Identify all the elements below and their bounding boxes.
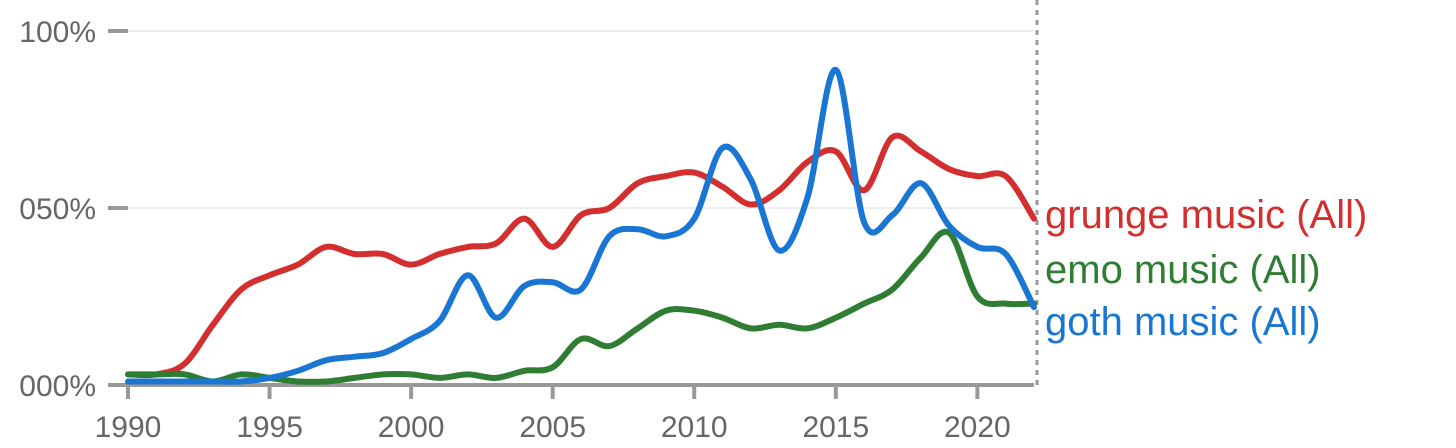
y-tick-label: 050% (19, 193, 96, 226)
series-line-emo (125, 228, 1037, 385)
y-tick-label: 000% (19, 370, 96, 403)
x-tick-label: 1995 (236, 411, 303, 444)
grid-lines (128, 30, 1034, 209)
x-tick-label: 2010 (661, 411, 728, 444)
y-tick-label: 100% (19, 16, 96, 49)
series-label-goth: goth music (All) (1045, 300, 1321, 344)
series-label-grunge: grunge music (All) (1045, 193, 1367, 237)
series-lines (125, 66, 1037, 385)
series-labels: grunge music (All) emo music (All) goth mu… (1045, 193, 1367, 344)
x-tick-label: 2000 (378, 411, 445, 444)
x-tick-label: 2005 (519, 411, 586, 444)
axes: 000% 050% 100% 1990 1995 2000 2005 2010 2015 2020 (19, 0, 1039, 444)
x-tick-label: 2015 (802, 411, 869, 444)
series-label-emo: emo music (All) (1045, 248, 1321, 292)
series-line-grunge (125, 132, 1037, 379)
x-tick-label: 1990 (95, 411, 162, 444)
x-tick-label: 2020 (944, 411, 1011, 444)
series-line-goth (125, 66, 1037, 385)
